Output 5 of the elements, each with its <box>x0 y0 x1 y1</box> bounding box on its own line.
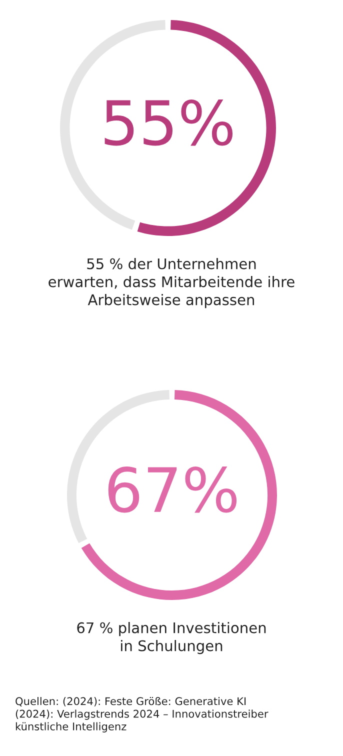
text: 67 % planen Investitionen in Schulungen <box>77 622 266 654</box>
data-label: 67% <box>108 466 237 513</box>
data-label: 55% <box>104 100 233 146</box>
source-note: Quellen: (2024): Feste Größe: Generative KI (2024): Verlagstrends 2024 – Innovationstreiber künstliche Intelligenz <box>16 697 268 732</box>
text: 55 % der Unternehmen erwarten, dass Mitarbeitende ihre Arbeitsweise anpassen <box>48 258 294 308</box>
